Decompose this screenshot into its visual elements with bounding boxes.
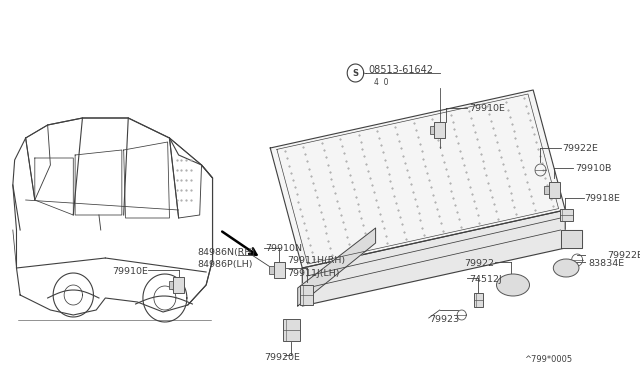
Bar (168, 281, 173, 289)
Polygon shape (561, 230, 582, 248)
Ellipse shape (497, 274, 529, 296)
Bar (269, 266, 274, 274)
Text: 79910N: 79910N (266, 244, 303, 253)
Bar (474, 293, 483, 307)
Bar (274, 262, 285, 278)
Text: 79922E: 79922E (607, 250, 640, 260)
Text: 4  0: 4 0 (374, 77, 388, 87)
Text: ^799*0005: ^799*0005 (524, 356, 573, 365)
Bar (434, 122, 445, 138)
Polygon shape (348, 64, 364, 82)
Text: 79910B: 79910B (575, 164, 612, 173)
Bar (283, 319, 300, 341)
Text: 79911J(LH): 79911J(LH) (287, 269, 340, 278)
Text: 79911H(RH): 79911H(RH) (287, 256, 346, 264)
Bar (560, 209, 573, 221)
Polygon shape (302, 210, 565, 306)
Text: 79918E: 79918E (584, 193, 620, 202)
Polygon shape (270, 90, 565, 268)
Ellipse shape (554, 259, 579, 277)
Bar (548, 182, 560, 198)
Text: 74512J: 74512J (469, 276, 502, 285)
Text: 79920E: 79920E (264, 353, 300, 362)
Text: 84986N(RH): 84986N(RH) (197, 247, 255, 257)
Polygon shape (298, 228, 376, 306)
Text: 08513-61642: 08513-61642 (368, 65, 433, 75)
Text: 79923: 79923 (429, 315, 459, 324)
Bar (544, 186, 548, 194)
Text: 79910E: 79910E (469, 103, 505, 112)
Bar (173, 277, 184, 293)
Text: 79922E: 79922E (563, 144, 598, 153)
Text: S: S (353, 68, 358, 77)
Text: 84986P(LH): 84986P(LH) (197, 260, 252, 269)
Bar (429, 126, 434, 134)
Text: 79910E: 79910E (113, 267, 148, 276)
Text: 83834E: 83834E (588, 260, 624, 269)
Text: 79922: 79922 (465, 260, 495, 269)
Bar (300, 285, 314, 305)
